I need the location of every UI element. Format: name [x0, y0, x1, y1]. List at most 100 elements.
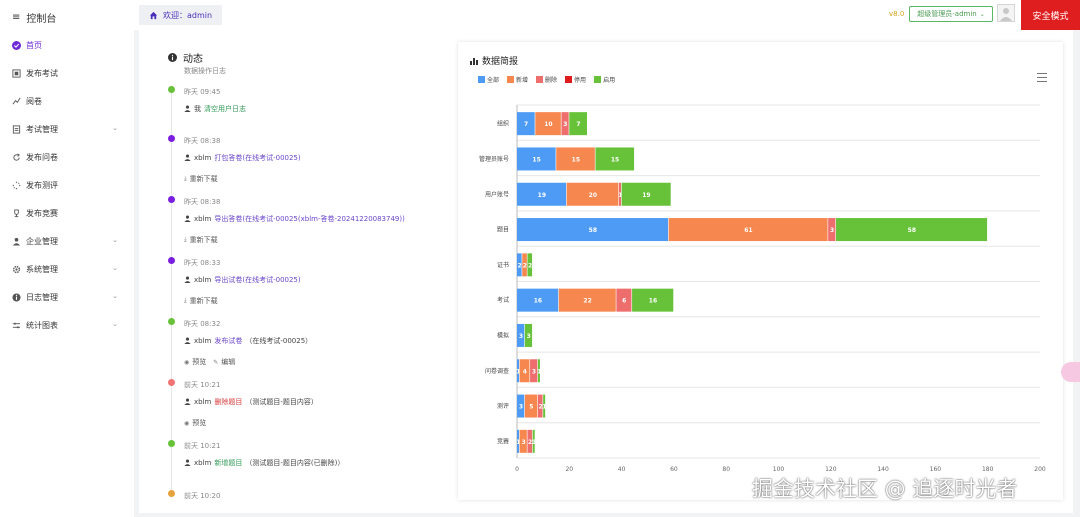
bar-data-label: 6: [622, 298, 626, 305]
timeline-dot: [168, 135, 175, 142]
timeline-time: 昨天 08:33: [184, 259, 221, 267]
user-icon: [184, 459, 191, 468]
sidebar-item[interactable]: 统计图表 ⌄: [0, 313, 134, 337]
avatar-icon: [1000, 8, 1012, 21]
legend-label: 全部: [487, 77, 500, 84]
timeline-link[interactable]: 删除题目: [214, 398, 243, 406]
bar-data-label: 1: [618, 192, 622, 199]
timeline-action-button[interactable]: 预览: [192, 419, 207, 427]
chart-header: 数据简报: [470, 54, 518, 67]
timeline-dot: [168, 86, 175, 93]
hamburger-icon[interactable]: ≡: [12, 12, 21, 23]
bar-data-label: 58: [589, 227, 597, 234]
bar-chart-icon: [470, 57, 478, 65]
bar-segment: [558, 288, 616, 312]
x-tick-label: 200: [1034, 466, 1046, 473]
home-check-icon: [11, 40, 21, 50]
admin-dropdown[interactable]: 超级管理员-admin ⌄: [909, 6, 993, 22]
bar-segment: [543, 394, 546, 418]
gear-icon: [11, 264, 21, 274]
bar-segment: [828, 218, 836, 242]
y-category-label: 测评: [497, 402, 509, 410]
y-category-label: 管理员账号: [479, 155, 509, 163]
sidebar-item[interactable]: 发布问卷: [0, 145, 134, 169]
safe-mode-button[interactable]: 安全模式: [1021, 0, 1080, 30]
legend-swatch: [536, 76, 544, 83]
bar-segment: [517, 288, 559, 312]
timeline-link[interactable]: 发布试卷: [214, 337, 243, 345]
sidebar-title[interactable]: ≡ 控制台: [12, 10, 56, 25]
bar-segment: [519, 429, 527, 453]
sidebar-item[interactable]: 首页: [0, 33, 134, 57]
bar-segment: [618, 182, 621, 206]
timeline-link[interactable]: 导出试卷(在线考试-00025): [214, 276, 301, 284]
timeline-entry: xblm 导出试卷(在线考试-00025): [184, 275, 301, 285]
timeline-time: 昨天 08:32: [184, 320, 221, 328]
timeline-link[interactable]: 清空用户日志: [204, 105, 246, 113]
user-icon: [184, 215, 191, 224]
bar-segment: [517, 253, 522, 277]
sidebar-item[interactable]: 发布测评: [0, 173, 134, 197]
hamburger-menu-icon[interactable]: [1037, 73, 1047, 82]
bar-segment: [524, 323, 533, 347]
sidebar-item[interactable]: 企业管理 ⌄: [0, 229, 134, 253]
sliders-icon: [11, 320, 21, 330]
timeline-link[interactable]: 新增题目: [214, 459, 243, 467]
y-category-label: 竞赛: [497, 437, 509, 445]
chevron-down-icon: ⌄: [112, 236, 118, 244]
bar-segment: [537, 394, 543, 418]
avatar[interactable]: [997, 4, 1015, 22]
bar-segment: [517, 218, 669, 242]
bar-data-label: 3: [521, 439, 525, 446]
sidebar-item[interactable]: 阅卷: [0, 89, 134, 113]
timeline-entry: xblm 打包答卷(在线考试-00025): [184, 153, 301, 163]
bar-data-label: 3: [532, 368, 536, 375]
legend-item[interactable]: 删除: [536, 75, 557, 84]
sidebar-item[interactable]: 日志管理 ⌄: [0, 285, 134, 309]
bar-data-label: 1: [542, 404, 546, 411]
bar-data-label: 1: [516, 439, 520, 446]
timeline-link[interactable]: 导出答卷(在线考试-00025(xblm-答卷-20241220083749)): [214, 215, 405, 223]
bar-segment: [519, 359, 530, 383]
timeline-action-button[interactable]: 编辑: [221, 358, 236, 366]
bar-segment: [524, 394, 538, 418]
bar-data-label: 2: [523, 262, 527, 269]
legend-item[interactable]: 停用: [565, 75, 586, 84]
bar-data-label: 4: [523, 368, 527, 375]
sidebar-item-label: 首页: [26, 40, 42, 50]
bar-data-label: 58: [908, 227, 916, 234]
info-circle-icon: [168, 53, 177, 62]
bar-segment: [527, 253, 533, 277]
timeline-time: 昨天 08:38: [184, 198, 221, 206]
sidebar-item[interactable]: 考试管理 ⌄: [0, 117, 134, 141]
sidebar: ≡ 控制台 首页发布考试阅卷考试管理 ⌄ 发布问卷发布测评发布竞赛企业管理 ⌄ 系统管理…: [0, 0, 134, 517]
bar-data-label: 22: [583, 298, 591, 305]
x-tick-label: 100: [773, 466, 785, 473]
floating-helper-button[interactable]: [1061, 362, 1080, 382]
activity-title: 动态: [183, 54, 203, 65]
timeline-action-button[interactable]: 重新下载: [189, 297, 218, 305]
timeline-action-button[interactable]: 重新下载: [189, 175, 218, 183]
legend-label: 停用: [574, 77, 587, 84]
grading-icon: [11, 96, 21, 106]
eye-icon: ◉: [184, 419, 190, 427]
tab-home[interactable]: 欢迎：admin: [139, 5, 223, 25]
sidebar-item[interactable]: 发布竞赛: [0, 201, 134, 225]
sidebar-item[interactable]: 系统管理 ⌄: [0, 257, 134, 281]
timeline-link[interactable]: 打包答卷(在线考试-00025): [214, 154, 301, 162]
timeline-action-button[interactable]: 重新下载: [189, 236, 218, 244]
bar-segment: [556, 147, 595, 171]
document-icon: [11, 124, 21, 134]
timeline-time: 前天 10:20: [184, 492, 221, 500]
legend-swatch: [507, 76, 515, 83]
legend-item[interactable]: 启用: [594, 75, 615, 84]
user-icon: [184, 276, 191, 285]
x-tick-label: 120: [825, 466, 837, 473]
timeline-user: xblm: [194, 398, 212, 406]
timeline-action-button[interactable]: 预览: [192, 358, 207, 366]
legend-item[interactable]: 新增: [507, 75, 528, 84]
sidebar-item[interactable]: 发布考试: [0, 61, 134, 85]
legend-item[interactable]: 全部: [478, 75, 499, 84]
bar-segment: [621, 182, 671, 206]
bar-segment: [517, 112, 535, 136]
